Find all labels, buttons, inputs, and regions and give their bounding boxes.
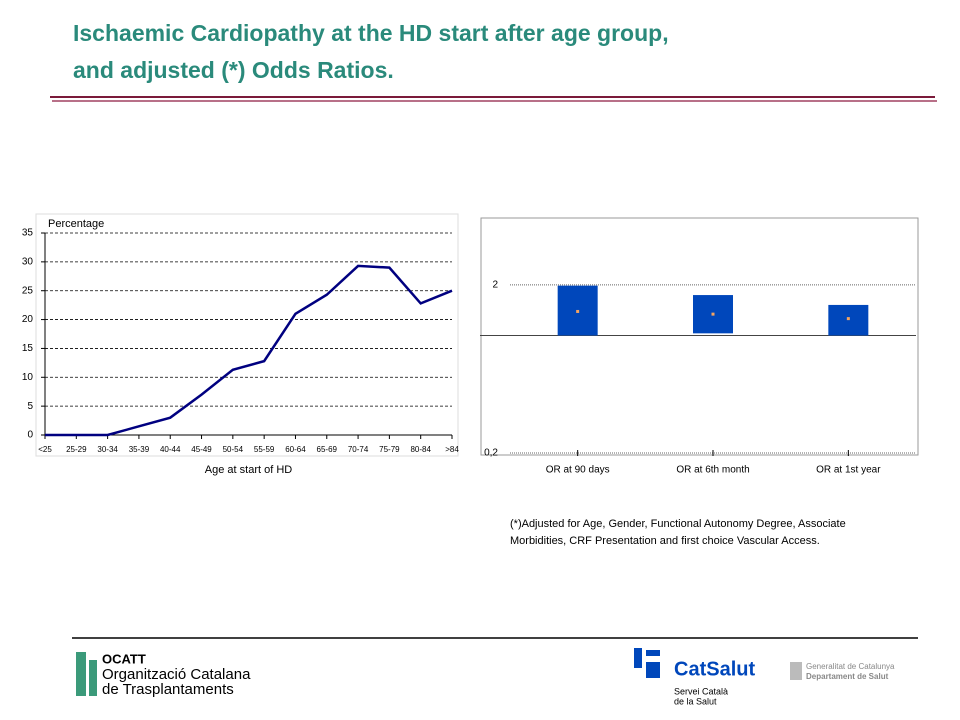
logo-text: OCATT xyxy=(102,651,146,666)
logo-text: de Trasplantaments xyxy=(102,681,234,698)
slide-title: Ischaemic Cardiopathy at the HD start af… xyxy=(73,20,669,46)
x-tick-label: OR at 6th month xyxy=(676,465,749,476)
logo-text: Generalitat de Catalunya xyxy=(806,662,895,671)
slide-title: and adjusted (*) Odds Ratios. xyxy=(73,57,394,83)
logo-icon xyxy=(634,648,660,678)
logo-text: Organització Catalana xyxy=(102,666,251,683)
generalitat-logo: Generalitat de Catalunya Departament de … xyxy=(790,662,895,681)
chart-frame xyxy=(35,213,459,457)
x-tick-label: OR at 90 days xyxy=(546,465,610,476)
x-tick-label: 80-84 xyxy=(410,445,431,454)
y-tick-label: 20 xyxy=(22,314,34,325)
x-tick-label: 45-49 xyxy=(191,445,212,454)
y-tick-label: 30 xyxy=(22,256,34,267)
ocatt-logo: OCATT Organització Catalana de Trasplant… xyxy=(76,651,251,698)
y-tick-label: 15 xyxy=(22,343,34,354)
estimate-point xyxy=(576,309,580,313)
estimate-point xyxy=(846,317,850,321)
y-tick-label: 2 xyxy=(492,280,498,291)
footnote: Morbidities, CRF Presentation and first … xyxy=(510,535,820,547)
x-tick-label: 75-79 xyxy=(379,445,400,454)
x-tick-label: 60-64 xyxy=(285,445,306,454)
y-tick-label: 0,2 xyxy=(484,448,498,459)
y-tick-label: 5 xyxy=(27,401,33,412)
x-tick-label: 50-54 xyxy=(223,445,244,454)
x-tick-label: <25 xyxy=(38,445,52,454)
footnote: (*)Adjusted for Age, Gender, Functional … xyxy=(510,518,846,530)
logo-text: de la Salut xyxy=(674,696,717,706)
catsalut-logo: CatSalut Servei Català de la Salut xyxy=(634,648,755,706)
x-tick-label: 35-39 xyxy=(129,445,150,454)
chart-frame xyxy=(480,217,919,456)
x-tick-label: 65-69 xyxy=(317,445,338,454)
logo-text: CatSalut xyxy=(674,658,755,680)
x-tick-label: 40-44 xyxy=(160,445,181,454)
y-tick-label: 10 xyxy=(22,372,34,383)
x-tick-label: 30-34 xyxy=(97,445,118,454)
y-tick-label: 35 xyxy=(22,228,34,239)
x-tick-label: 55-59 xyxy=(254,445,275,454)
interval-bar xyxy=(828,304,869,336)
y-tick-label: 0 xyxy=(27,430,33,441)
logo-text: Departament de Salut xyxy=(806,672,889,681)
x-tick-label: 70-74 xyxy=(348,445,369,454)
data-line xyxy=(45,264,453,437)
y-tick-label: 25 xyxy=(22,285,34,296)
logo-icon xyxy=(790,662,802,680)
estimate-point xyxy=(711,312,715,316)
logo-icon xyxy=(76,652,97,696)
x-tick-label: >84 xyxy=(445,445,459,454)
y-axis-label: Percentage xyxy=(48,218,104,230)
x-tick-label: 25-29 xyxy=(66,445,87,454)
x-tick-label: OR at 1st year xyxy=(816,465,881,476)
x-axis-label: Age at start of HD xyxy=(205,464,292,476)
logo-text: Servei Català xyxy=(674,686,728,696)
